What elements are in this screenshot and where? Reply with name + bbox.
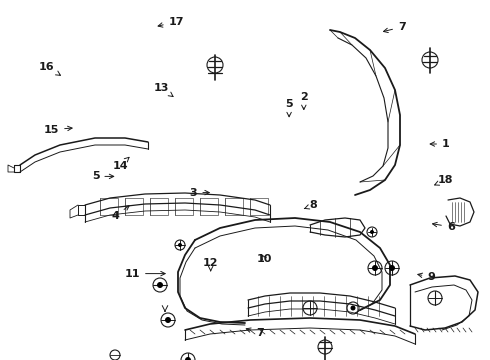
Text: 13: 13: [154, 83, 173, 96]
Circle shape: [185, 357, 191, 360]
Text: 5: 5: [92, 171, 114, 181]
Circle shape: [165, 317, 171, 323]
Circle shape: [370, 230, 374, 234]
Text: 5: 5: [285, 99, 293, 117]
Text: 17: 17: [158, 17, 184, 27]
Text: 11: 11: [124, 269, 165, 279]
Circle shape: [350, 306, 356, 310]
Text: 4: 4: [111, 206, 129, 221]
Text: 6: 6: [433, 222, 455, 232]
Text: 3: 3: [190, 188, 209, 198]
Circle shape: [389, 265, 395, 271]
Circle shape: [157, 282, 163, 288]
Text: 12: 12: [203, 258, 219, 271]
Text: 7: 7: [246, 328, 264, 338]
Text: 1: 1: [430, 139, 450, 149]
Text: 2: 2: [300, 92, 308, 109]
Text: 16: 16: [39, 62, 60, 75]
Text: 18: 18: [435, 175, 454, 185]
Text: 9: 9: [418, 272, 435, 282]
Text: 7: 7: [384, 22, 406, 33]
Text: 8: 8: [304, 200, 318, 210]
Circle shape: [372, 265, 378, 271]
Text: 14: 14: [112, 157, 129, 171]
Text: 15: 15: [44, 125, 72, 135]
Circle shape: [178, 243, 182, 247]
Text: 10: 10: [257, 254, 272, 264]
